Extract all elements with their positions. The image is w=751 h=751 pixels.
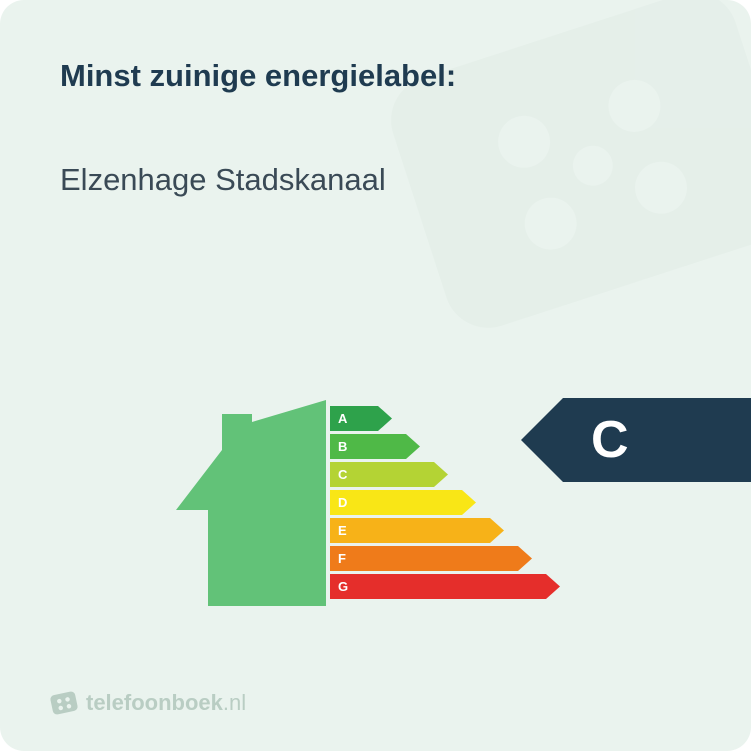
energy-bar-label: F (338, 546, 346, 571)
card-title: Minst zuinige energielabel: (60, 58, 456, 94)
footer: telefoonboek.nl (50, 689, 246, 717)
energy-chart: ABCDEFG (176, 400, 576, 620)
rating-badge: C (521, 398, 751, 482)
card-subtitle: Elzenhage Stadskanaal (60, 162, 386, 198)
energy-bar-label: A (338, 406, 347, 431)
watermark-icon (371, 0, 751, 380)
energy-bar-label: G (338, 574, 348, 599)
footer-brand: telefoonboek.nl (86, 690, 246, 716)
energy-label-card: Minst zuinige energielabel: Elzenhage St… (0, 0, 751, 751)
energy-bar-label: D (338, 490, 347, 515)
energy-bar-label: E (338, 518, 347, 543)
energy-bar-label: C (338, 462, 347, 487)
footer-brand-thin: .nl (223, 690, 246, 715)
footer-logo-icon (47, 686, 80, 719)
rating-letter: C (591, 398, 629, 482)
energy-bar-label: B (338, 434, 347, 459)
house-icon (176, 400, 326, 606)
footer-brand-bold: telefoonboek (86, 690, 223, 715)
